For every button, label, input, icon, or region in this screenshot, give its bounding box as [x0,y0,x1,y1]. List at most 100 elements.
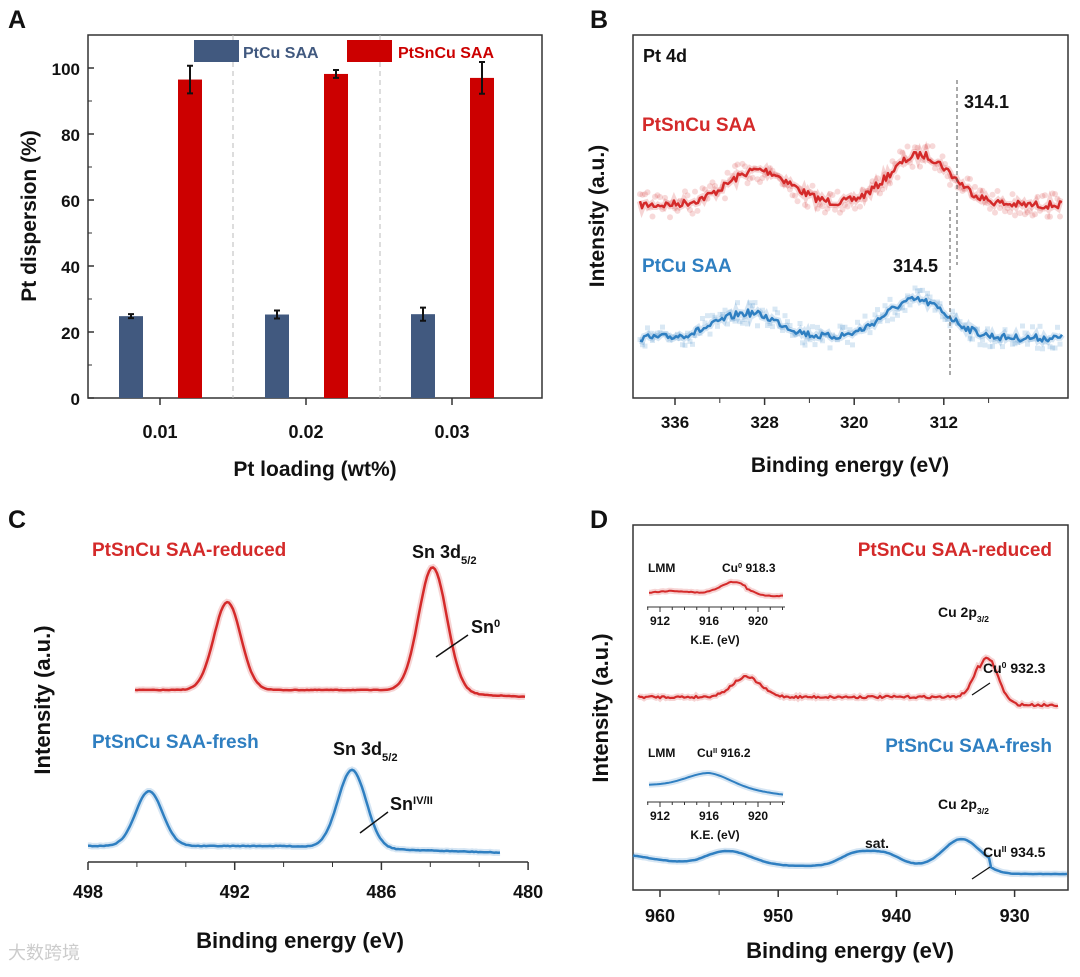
ptsncu-fit-point [914,144,921,151]
ptcu-fit-point [720,312,725,317]
fresh-spectrum [632,837,1068,876]
ptcu-fit-point [742,317,748,322]
ptcu-fit-point [935,299,940,305]
error-bar [128,313,134,320]
ptcu-fit-point [845,339,850,345]
ptcu-fit-point [1057,341,1063,347]
ptsncu-fit-point [667,214,673,221]
ptcu-fit-point [1047,344,1053,350]
error-bar [479,61,485,95]
ptcu-fit-point [922,299,928,305]
ptcu-fit-point [942,316,948,322]
ptcu-fit-point [722,307,728,313]
ptsncu-fit-point [767,165,773,172]
ptcu-fit-point [645,325,650,331]
ptsncu-fit-point [652,193,658,200]
ptsncu-fit-point [674,207,681,214]
ptcu-fit-point [637,337,643,343]
ptcu-fit-point [700,316,705,321]
ptsncu-fit-point [964,175,971,182]
ptsncu-fit-point [1007,209,1013,216]
ptcu-fit-point [882,303,888,309]
ptsncu-fit-point [874,175,881,182]
ptcu-fit-point [815,324,820,330]
legend-swatch-ptsncu [347,40,392,62]
ptcu-fit-point [642,343,648,349]
ptcu-fit-point [655,330,660,336]
series-label-fresh: PtSnCu SAA-fresh [885,736,1052,757]
ptcu-fit-point [940,314,945,320]
peak-label: Cu 2p3/2 [938,796,989,816]
ptcu-fit-point [1050,345,1055,351]
ptsncu-fit-point [987,205,993,212]
ptcu-fit-point [802,342,808,348]
fresh-spectrum-halo [87,766,501,856]
ptsncu-fit-point [687,206,693,213]
ptsncu-fit-point [839,206,846,213]
peak-label: Sn 3d5/2 [333,739,398,764]
ptcu-fit-point [692,333,698,338]
ptcu-fit-point [855,319,860,325]
ptcu-fit-point [1037,323,1043,329]
legend-swatch-ptcu [194,40,239,62]
inset-annotation: Cu0 918.3 [722,561,776,576]
ptcu-fit-point [912,285,918,291]
ptsncu-fit-point [734,161,741,168]
ptsncu-fit-point [917,163,923,170]
ptsncu-fit-point [844,203,851,210]
ptsncu-fit-point [814,205,821,212]
ptcu-fit-point [790,332,795,338]
ptsncu-fit-point [682,188,688,195]
ptsncu-fit-point [989,191,996,198]
ptsncu-fit-point [922,144,928,151]
ptcu-fit-point [860,326,865,332]
ptcu-fit-point [1015,339,1020,345]
ptsncu-fit-point [1057,213,1063,220]
ptsncu-fit-point [722,195,728,202]
reduced-spectrum [637,656,1059,708]
ptcu-fit-point [732,318,738,324]
ptcu-fit-point [810,324,815,330]
ptsncu-fit-point [852,205,858,212]
ptcu-fit-point [707,331,713,337]
ptsncu-fit-point [699,185,706,192]
ptsncu-fit-point [929,143,936,150]
ptcu-fit-point [660,324,665,330]
y-tick-label: 80 [61,126,80,145]
ptsncu-fit [638,150,1063,210]
ptsncu-fit-point [909,163,916,170]
ptcu-fit-point [835,337,840,343]
ptcu-fit-point [680,342,685,348]
ptsncu-fit-point [1034,193,1041,200]
leader-line [971,682,991,696]
ptcu-fit-point [697,330,703,336]
x-tick-label: 0.03 [434,422,469,442]
ptsncu-fit-point [707,183,713,190]
ptcu-fit-point [865,324,870,330]
ptsncu-fit-point [639,191,646,198]
x-axis-label: Binding energy (eV) [751,454,949,477]
ptsncu-fit-point [834,188,841,195]
ptsncu-fit-point [979,187,986,194]
ptsncu-fit-point [759,175,766,181]
x-tick-label: 0.02 [288,422,323,442]
state-label: Sn0 [471,617,500,637]
ptsncu-fit-point [802,201,808,208]
ptcu-fit-point [1035,345,1040,351]
ptcu-fit-point [827,345,833,351]
ptcu-fit-point [785,319,790,325]
ptcu-fit-point [690,341,695,347]
ptcu-fit-point [962,322,968,328]
bar-ptcu-saa [119,316,143,398]
ptcu-fit-point [875,307,880,313]
ptcu-fit-point [737,319,743,325]
reduced-spectrum-halo [134,563,526,701]
ptcu-fit-point [735,300,740,306]
ptsncu-fit-point [1022,211,1028,218]
ptsncu-fit-point [912,144,918,151]
bar-ptcu-saa [265,314,289,398]
ptsncu-fit-point [794,198,801,205]
ptsncu-fit-point [804,203,811,210]
legend-label-ptcu: PtCu SAA [243,45,319,62]
